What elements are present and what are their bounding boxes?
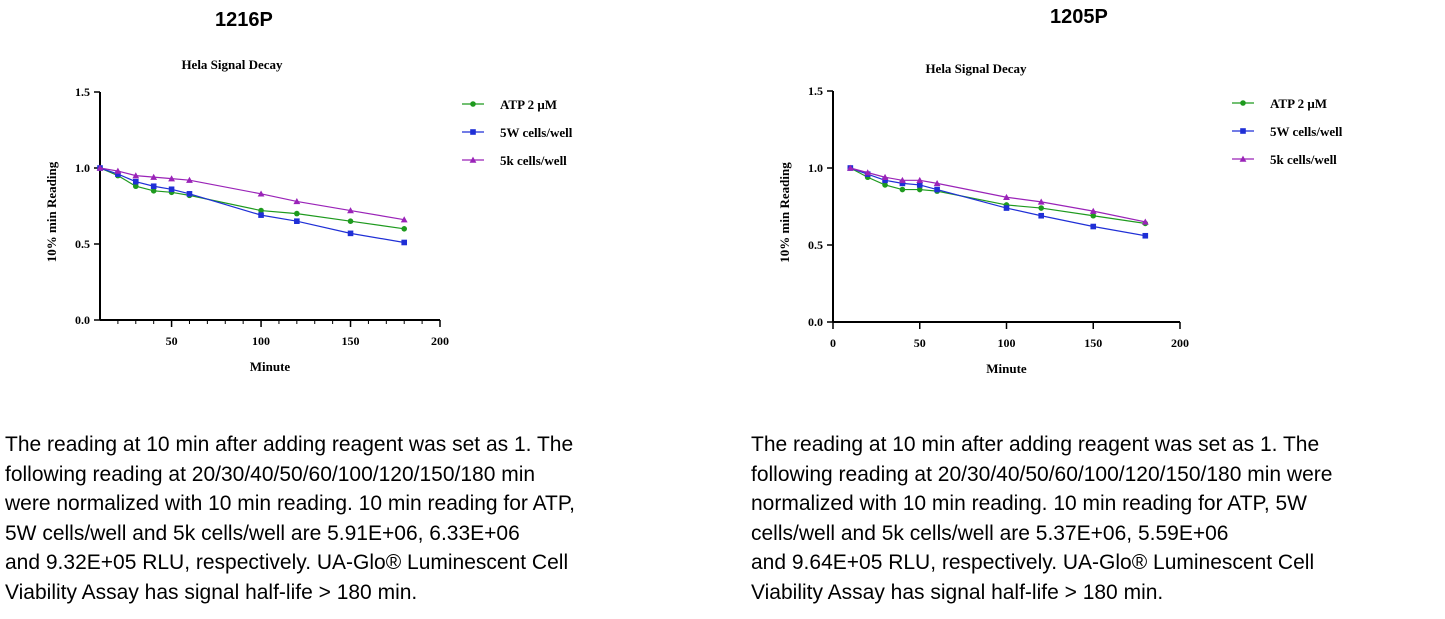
chart1-series-1-point	[258, 207, 264, 214]
caption-1216p: The reading at 10 min after adding reage…	[5, 433, 576, 604]
chart2-series-2-point	[1142, 232, 1149, 239]
chart1-legend-1-marker	[470, 101, 476, 107]
chart1-x-tick-label: 150	[342, 334, 360, 348]
chart1-y-tick-label: 1.0	[75, 161, 90, 175]
chart2-legend-2-label: 5W cells/well	[1270, 124, 1343, 139]
chart1-series-3-line	[99, 167, 405, 221]
chart1-legend-2-label: 5W cells/well	[500, 125, 573, 140]
chart1-series-3-point	[400, 216, 408, 223]
chart1-y-axis-label: 10% min Reading	[44, 161, 59, 262]
chart2-y-tick-label: 1.5	[808, 84, 823, 98]
chart1-y-tick-label: 0.5	[75, 237, 90, 251]
chart2-series-3-point	[899, 176, 906, 184]
chart2-series-1-point	[882, 182, 888, 188]
chart1-x-tick-label: 200	[431, 334, 449, 348]
chart1-series-3-point	[132, 172, 140, 179]
chart1-series-2-point	[132, 178, 139, 185]
chart2-series-3-point	[1003, 193, 1010, 200]
chart1-series-2-point	[186, 191, 193, 197]
chart1-series-2-point	[258, 212, 264, 218]
chart1-series-1-line	[99, 167, 405, 230]
chart2-series-3-point	[916, 176, 924, 184]
chart2-series-1-point	[1090, 212, 1097, 219]
chart1-series-3-point	[168, 175, 175, 182]
chart2-series-3-point	[846, 164, 854, 171]
chart1-series-3-point	[186, 176, 193, 183]
chart1-y-tick-label: 1.5	[75, 85, 90, 99]
chart1-series-1-point	[347, 218, 354, 224]
chart2-series-2-point	[1090, 223, 1097, 230]
chart2-series-2-point	[916, 182, 923, 188]
chart1-series-1-point	[294, 210, 300, 217]
chart2-series-2-point	[1003, 205, 1010, 211]
chart2-x-tick-label: 100	[998, 336, 1016, 350]
chart2-series-3-point	[933, 180, 941, 187]
chart1-legend-2-marker	[470, 129, 476, 135]
chart2-series-3-point	[1141, 218, 1149, 225]
chart1-series-3-point	[150, 173, 158, 180]
chart1-y-tick-label: 0.0	[75, 313, 90, 327]
chart1-series-2-point	[115, 171, 121, 177]
chart1-series-2-point	[347, 230, 354, 237]
chart1-x-axis-label: Minute	[250, 359, 291, 374]
chart2-x-axis-label: Minute	[986, 361, 1027, 376]
chart1-series-2-point	[150, 183, 157, 190]
chart2-series-3-point	[881, 173, 889, 180]
chart2-legend-3-label: 5k cells/well	[1270, 152, 1337, 167]
chart2-x-tick-label: 200	[1171, 336, 1189, 350]
chart2-series-3-point	[1037, 198, 1045, 205]
chart2-x-tick-label: 50	[914, 336, 926, 350]
chart2-legend-1-marker	[1240, 100, 1246, 106]
chart2-series-1-point	[899, 186, 906, 193]
chart2-series-1-point	[1038, 205, 1044, 211]
chart2-x-tick-label: 0	[830, 336, 836, 350]
chart1-legend-3-marker	[469, 156, 477, 163]
chart2-series-2-line	[850, 167, 1146, 237]
chart1-series-1-point	[401, 226, 408, 232]
chart2-series-3-line	[850, 167, 1146, 223]
chart2-series-3-point	[1089, 207, 1097, 214]
chart2-series-2-point	[882, 177, 888, 184]
chart2-legend-3-marker	[1239, 155, 1247, 162]
chart2-series-2-point	[1038, 212, 1044, 219]
chart2-legend-2-marker	[1240, 128, 1246, 134]
chart2-series-2-point	[934, 186, 940, 193]
chart2-series-2-point	[899, 180, 906, 187]
chart1-legend-3-label: 5k cells/well	[500, 153, 567, 168]
chart1-series-2-point	[401, 239, 408, 246]
chart2-series-1-line	[850, 167, 1146, 225]
chart1-series-3-point	[96, 164, 104, 171]
chart1-series-2-point	[168, 186, 175, 193]
chart1-x-tick-label: 100	[252, 334, 270, 348]
chart2-title: Hela Signal Decay	[925, 61, 1027, 76]
chart1-legend-1-label: ATP 2 μM	[500, 97, 557, 112]
chart1-title: Hela Signal Decay	[181, 57, 283, 72]
panel-heading-1216p: 1216P	[215, 9, 273, 31]
chart2-y-tick-label: 0.0	[808, 315, 823, 329]
chart2-legend-1-label: ATP 2 μM	[1270, 96, 1327, 111]
chart1-series-1-point	[150, 188, 157, 194]
chart1-series-2-line	[99, 167, 405, 244]
chart2-y-axis-label: 10% min Reading	[777, 162, 792, 263]
chart1-series-3-point	[114, 167, 122, 174]
caption-1205p: The reading at 10 min after adding reage…	[751, 433, 1333, 604]
chart2-series-1-point	[916, 186, 923, 193]
chart2-x-tick-label: 150	[1084, 336, 1102, 350]
panel-heading-1205p: 1205P	[1050, 6, 1108, 28]
chart1-series-3-point	[347, 207, 354, 214]
charts-canvas: Hela Signal Decay Minute 10% min Reading 0.…	[44, 57, 1343, 376]
chart1-x-tick-label: 50	[166, 334, 178, 348]
chart2-y-tick-label: 1.0	[808, 161, 823, 175]
chart1-series-1-point	[132, 183, 139, 190]
chart2-y-tick-label: 0.5	[808, 238, 823, 252]
chart1-series-3-point	[257, 190, 265, 197]
chart2-series-3-point	[864, 169, 872, 176]
chart1-series-3-point	[293, 198, 301, 205]
chart1-series-2-point	[294, 218, 300, 224]
